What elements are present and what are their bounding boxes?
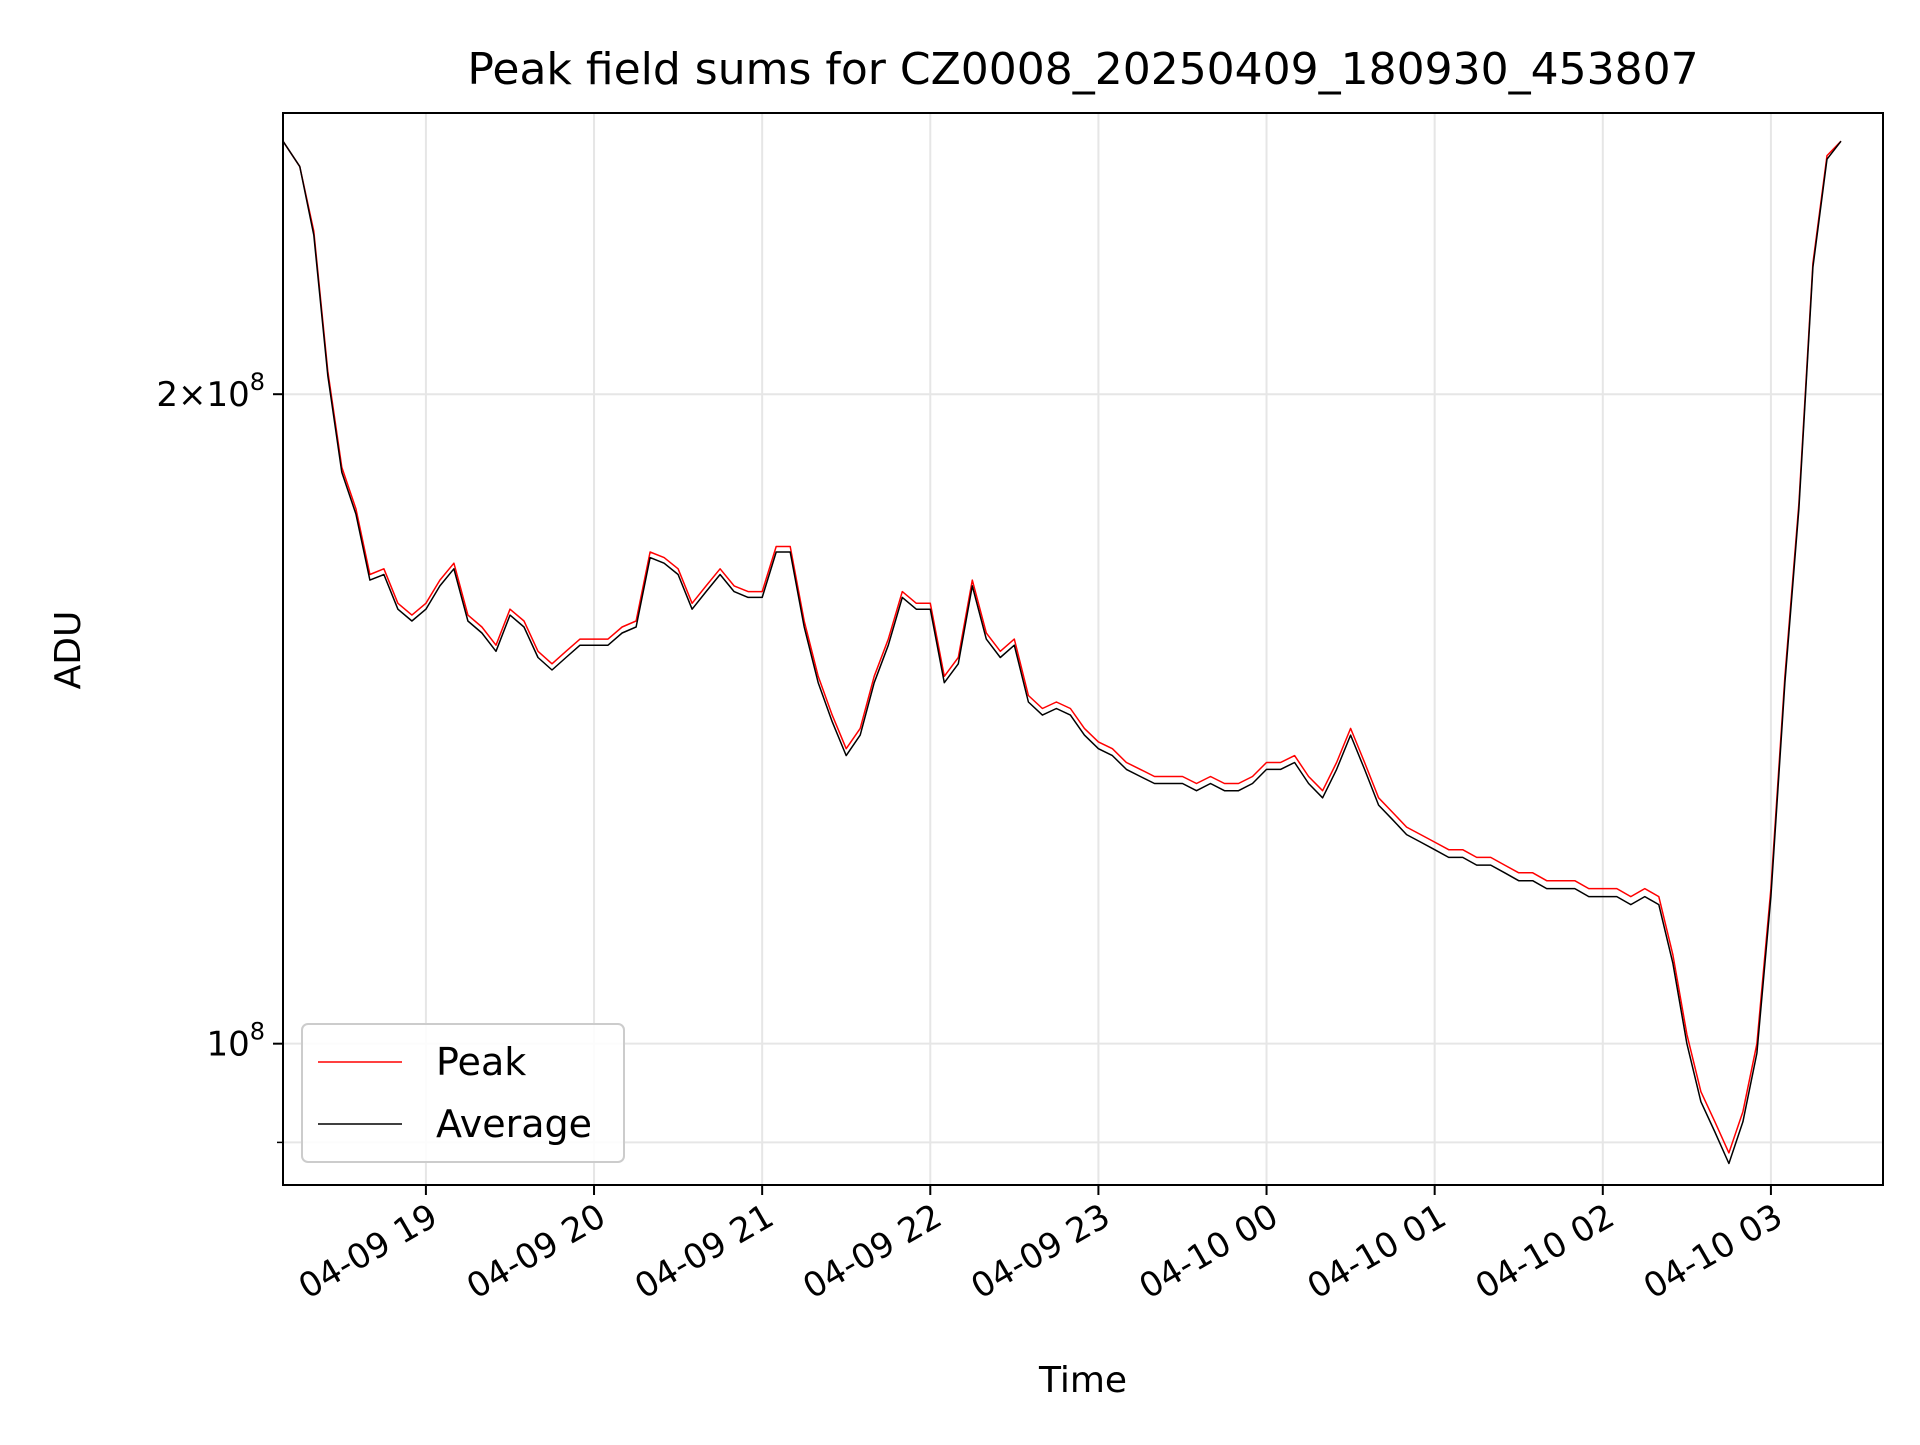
x-axis-label: Time bbox=[1038, 1360, 1127, 1401]
legend: Peak Average bbox=[301, 1023, 625, 1163]
y-axis-label: ADU bbox=[48, 611, 89, 690]
series-line-peak bbox=[282, 140, 1842, 1154]
plot-frame bbox=[282, 112, 1884, 1186]
y-tick-base: 10 bbox=[206, 1025, 249, 1065]
y-tick-label: 108 bbox=[206, 1018, 265, 1065]
y-tick-mantissa: 2 bbox=[156, 375, 178, 415]
legend-label-average: Average bbox=[436, 1102, 592, 1146]
y-tick-times: × bbox=[178, 375, 207, 415]
chart-title: Peak field sums for CZ0008_20250409_1809… bbox=[467, 44, 1698, 95]
series-line-average bbox=[282, 140, 1842, 1165]
y-tick-label: 2×108 bbox=[156, 368, 265, 415]
y-tick-exp: 8 bbox=[250, 1018, 265, 1046]
series-lines bbox=[282, 140, 1842, 1165]
y-tick-base: 10 bbox=[206, 375, 249, 415]
y-tick-exp: 8 bbox=[250, 368, 265, 396]
legend-box bbox=[301, 1023, 625, 1163]
legend-label-peak: Peak bbox=[436, 1040, 526, 1084]
